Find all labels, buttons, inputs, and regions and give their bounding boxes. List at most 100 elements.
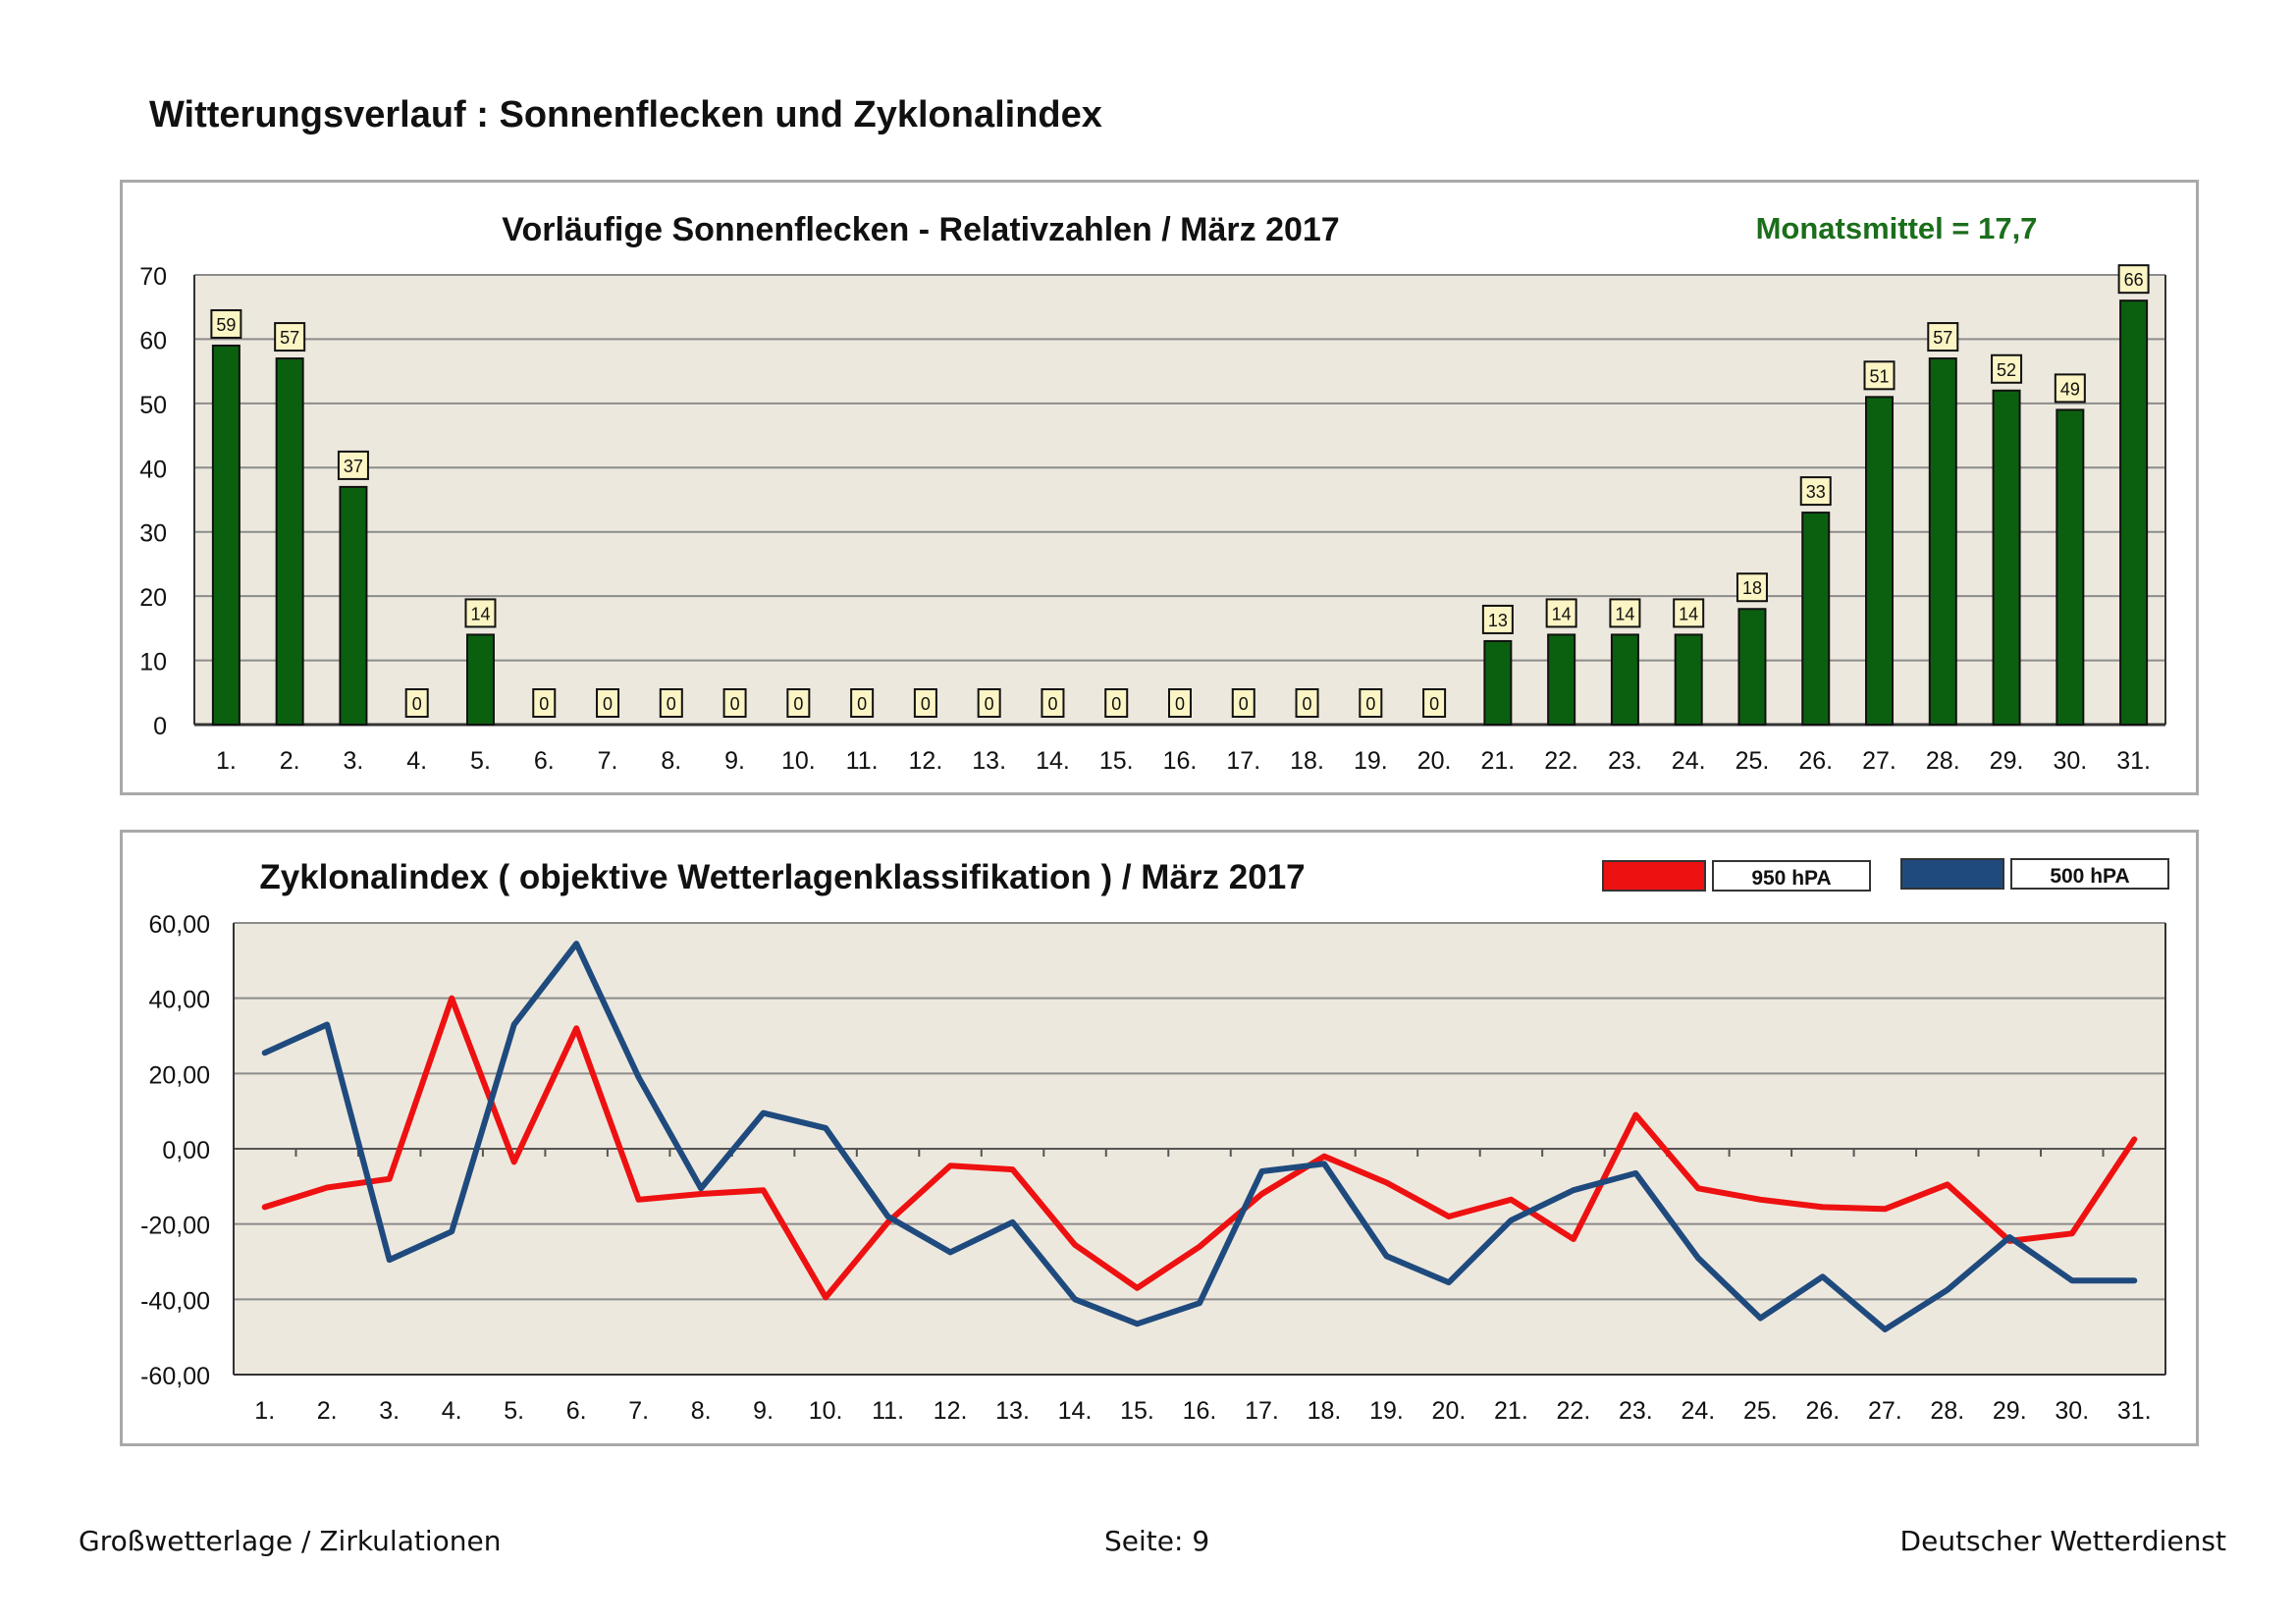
x-tick-label: 13. bbox=[995, 1397, 1030, 1425]
x-tick-label: 4. bbox=[442, 1397, 462, 1425]
data-label: 0 bbox=[1239, 694, 1249, 714]
x-tick-label: 18. bbox=[1290, 747, 1324, 775]
data-label-box bbox=[850, 688, 875, 718]
bar bbox=[1547, 633, 1576, 727]
data-label-box bbox=[1168, 688, 1192, 718]
x-tick-label: 6. bbox=[534, 747, 555, 775]
data-label: 0 bbox=[1111, 694, 1121, 714]
x-tick-label: 26. bbox=[1805, 1397, 1840, 1425]
data-label-box bbox=[1863, 360, 1896, 391]
legend-label-950: 950 hPA bbox=[1751, 867, 1831, 890]
bar bbox=[1674, 633, 1703, 727]
data-label-box bbox=[404, 688, 429, 718]
data-label: 49 bbox=[2060, 379, 2080, 399]
x-tick-label: 27. bbox=[1868, 1397, 1902, 1425]
x-tick-label: 13. bbox=[972, 747, 1006, 775]
y-tick-label: 0,00 bbox=[162, 1137, 210, 1164]
x-tick-label: 20. bbox=[1432, 1397, 1467, 1425]
x-tick-label: 18. bbox=[1308, 1397, 1342, 1425]
x-tick-label: 16. bbox=[1183, 1397, 1217, 1425]
data-label-box bbox=[1231, 688, 1255, 718]
x-tick-label: 31. bbox=[2116, 747, 2151, 775]
x-tick-label: 24. bbox=[1672, 747, 1706, 775]
legend-box-950 bbox=[1712, 860, 1871, 892]
data-label-box bbox=[1799, 476, 1832, 507]
data-label: 0 bbox=[857, 694, 867, 714]
data-label-box bbox=[659, 688, 683, 718]
data-label: 37 bbox=[344, 457, 363, 476]
footer-right: Deutscher Wetterdienst bbox=[1899, 1525, 2226, 1557]
x-tick-label: 23. bbox=[1619, 1397, 1653, 1425]
data-label: 0 bbox=[667, 694, 676, 714]
data-label: 0 bbox=[1047, 694, 1057, 714]
data-label: 0 bbox=[1175, 694, 1185, 714]
data-label: 0 bbox=[730, 694, 740, 714]
legend-label-500: 500 hPA bbox=[2050, 865, 2129, 888]
x-tick-label: 11. bbox=[872, 1397, 904, 1425]
sunspot-chart-title: Vorläufige Sonnenflecken - Relativzahlen… bbox=[502, 211, 1339, 248]
x-tick-label: 4. bbox=[406, 747, 427, 775]
legend-swatch-500 bbox=[1900, 858, 2004, 890]
x-tick-label: 15. bbox=[1120, 1397, 1154, 1425]
x-tick-label: 8. bbox=[661, 747, 681, 775]
data-label-box bbox=[913, 688, 937, 718]
cyclonal-chart-title: Zyklonalindex ( objektive Wetterlagenkla… bbox=[259, 858, 1305, 896]
data-label-box bbox=[464, 598, 497, 628]
data-label: 0 bbox=[1365, 694, 1375, 714]
x-tick-label: 11. bbox=[846, 747, 879, 775]
x-tick-label: 10. bbox=[809, 1397, 843, 1425]
bar bbox=[1992, 389, 2021, 726]
data-label: 14 bbox=[1679, 604, 1698, 623]
cyclonal-plot-area: -60,00 -40,00 -20,00 0,00 20,00 40,00 60,00 1. 2… bbox=[140, 911, 2166, 1425]
x-tick-label: 3. bbox=[344, 747, 364, 775]
bar bbox=[1928, 357, 1957, 726]
x-tick-label: 29. bbox=[1990, 747, 2024, 775]
data-label-box bbox=[1481, 604, 1514, 634]
x-tick-label: 2. bbox=[280, 747, 300, 775]
x-tick-label: 7. bbox=[598, 747, 618, 775]
x-tick-label: 19. bbox=[1354, 747, 1388, 775]
data-label: 0 bbox=[1429, 694, 1439, 714]
data-label: 14 bbox=[1615, 604, 1634, 623]
x-tick-label: 28. bbox=[1930, 1397, 1964, 1425]
x-tick-label: 30. bbox=[2055, 1397, 2089, 1425]
data-label: 33 bbox=[1806, 482, 1826, 502]
bar bbox=[339, 485, 368, 726]
data-label: 0 bbox=[603, 694, 613, 714]
legend-box-500 bbox=[2010, 858, 2169, 890]
data-label: 66 bbox=[2124, 270, 2144, 290]
data-label-box bbox=[532, 688, 557, 718]
data-label-box bbox=[977, 688, 1001, 718]
data-label-box bbox=[274, 322, 306, 352]
data-label-box bbox=[1609, 598, 1641, 628]
data-label: 0 bbox=[793, 694, 803, 714]
x-tick-label: 30. bbox=[2053, 747, 2087, 775]
x-tick-label: 21. bbox=[1494, 1397, 1528, 1425]
y-tick-label: -40,00 bbox=[140, 1287, 210, 1315]
monthly-mean-label: Monatsmittel = 17,7 bbox=[1756, 211, 2038, 245]
y-tick-label: 30 bbox=[139, 520, 167, 548]
footer-left: Großwetterlage / Zirkulationen bbox=[79, 1525, 502, 1557]
y-tick-label: 20,00 bbox=[148, 1061, 210, 1089]
bar bbox=[275, 357, 304, 726]
y-tick-label: 40 bbox=[139, 456, 167, 483]
data-label: 51 bbox=[1870, 366, 1890, 386]
data-label-box bbox=[2054, 373, 2086, 404]
x-tick-label: 17. bbox=[1245, 1397, 1279, 1425]
bar bbox=[2119, 299, 2149, 726]
x-tick-label: 28. bbox=[1926, 747, 1960, 775]
legend: 950 hPA 500 hPA bbox=[1602, 858, 2169, 892]
data-label: 59 bbox=[216, 315, 236, 335]
data-label: 57 bbox=[1933, 328, 1952, 348]
plot-background bbox=[194, 275, 2165, 725]
data-label-box bbox=[1673, 598, 1705, 628]
sunspot-plot-area: 0 10 20 30 40 50 60 70 59 1. 57 2. 37 3. 0 4. 14 5. 0 6. 0 7.… bbox=[139, 263, 2166, 775]
y-tick-label: 50 bbox=[139, 392, 167, 419]
x-tick-label: 19. bbox=[1369, 1397, 1404, 1425]
x-tick-label: 31. bbox=[2117, 1397, 2152, 1425]
x-tick-label: 7. bbox=[628, 1397, 649, 1425]
data-label: 57 bbox=[280, 328, 299, 348]
x-tick-label: 17. bbox=[1226, 747, 1260, 775]
y-tick-label: 40,00 bbox=[148, 987, 210, 1014]
